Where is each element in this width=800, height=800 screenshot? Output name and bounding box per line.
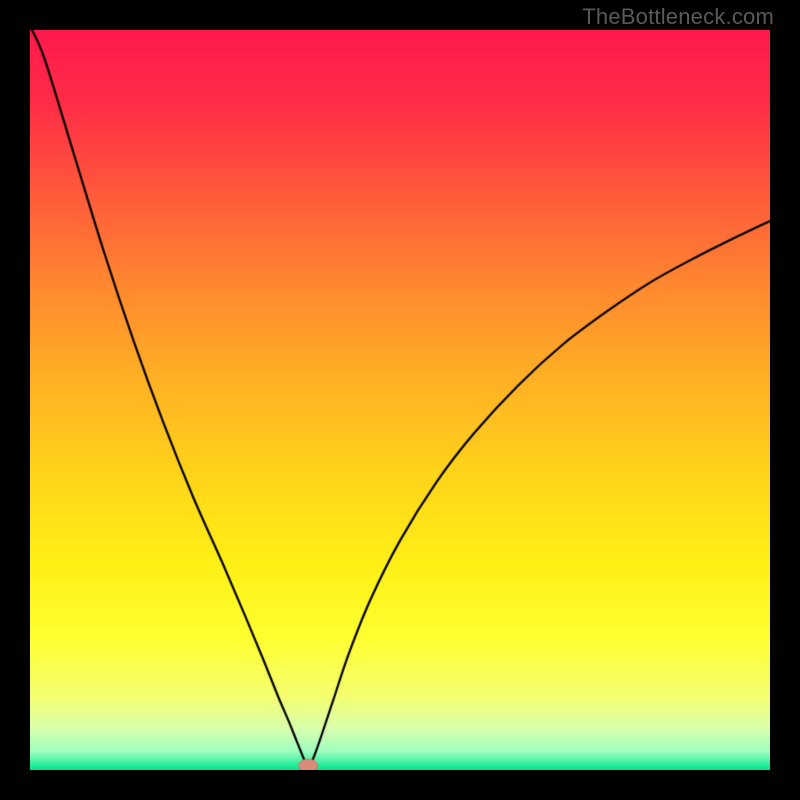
watermark-text: TheBottleneck.com (582, 4, 774, 30)
plot-area (30, 30, 770, 770)
chart-frame: TheBottleneck.com (0, 0, 800, 800)
bottleneck-curve-chart (30, 30, 770, 770)
